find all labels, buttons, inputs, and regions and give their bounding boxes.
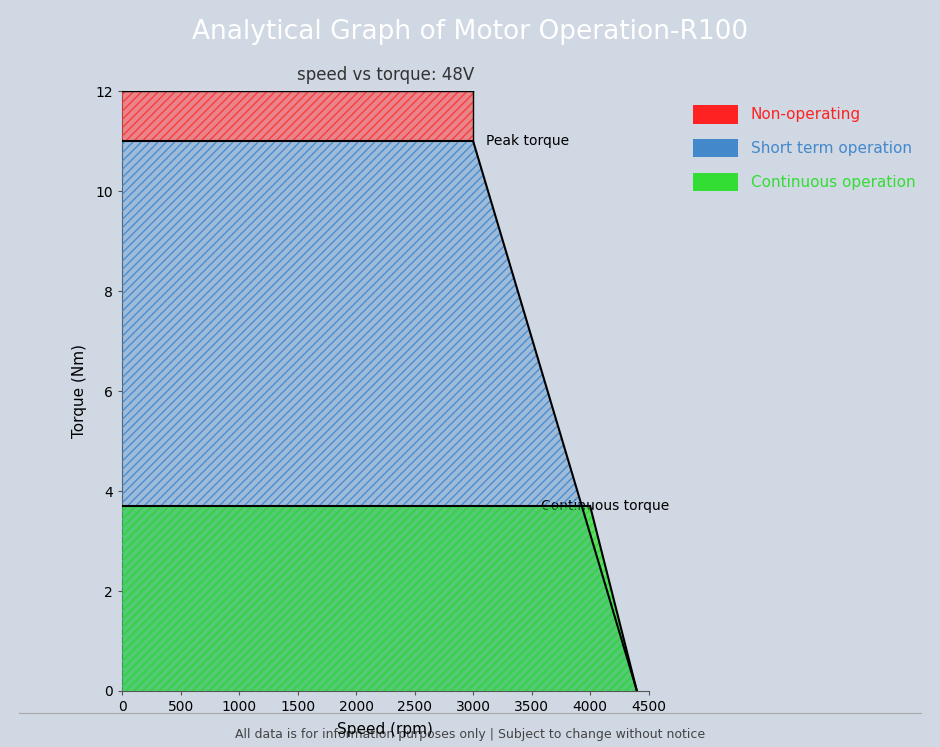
Polygon shape [122,506,637,691]
Polygon shape [122,506,637,691]
Text: Continuous torque: Continuous torque [541,499,669,513]
Text: Analytical Graph of Motor Operation-R100: Analytical Graph of Motor Operation-R100 [192,19,748,45]
Text: All data is for information purposes only | Subject to change without notice: All data is for information purposes onl… [235,728,705,741]
Text: Peak torque: Peak torque [486,134,569,148]
Polygon shape [122,91,473,141]
Y-axis label: Torque (Nm): Torque (Nm) [72,344,87,438]
X-axis label: Speed (rpm): Speed (rpm) [337,722,433,737]
Legend: Non-operating, Short term operation, Continuous operation: Non-operating, Short term operation, Con… [685,97,923,199]
Title: speed vs torque: 48V: speed vs torque: 48V [297,66,474,84]
Polygon shape [122,141,637,691]
